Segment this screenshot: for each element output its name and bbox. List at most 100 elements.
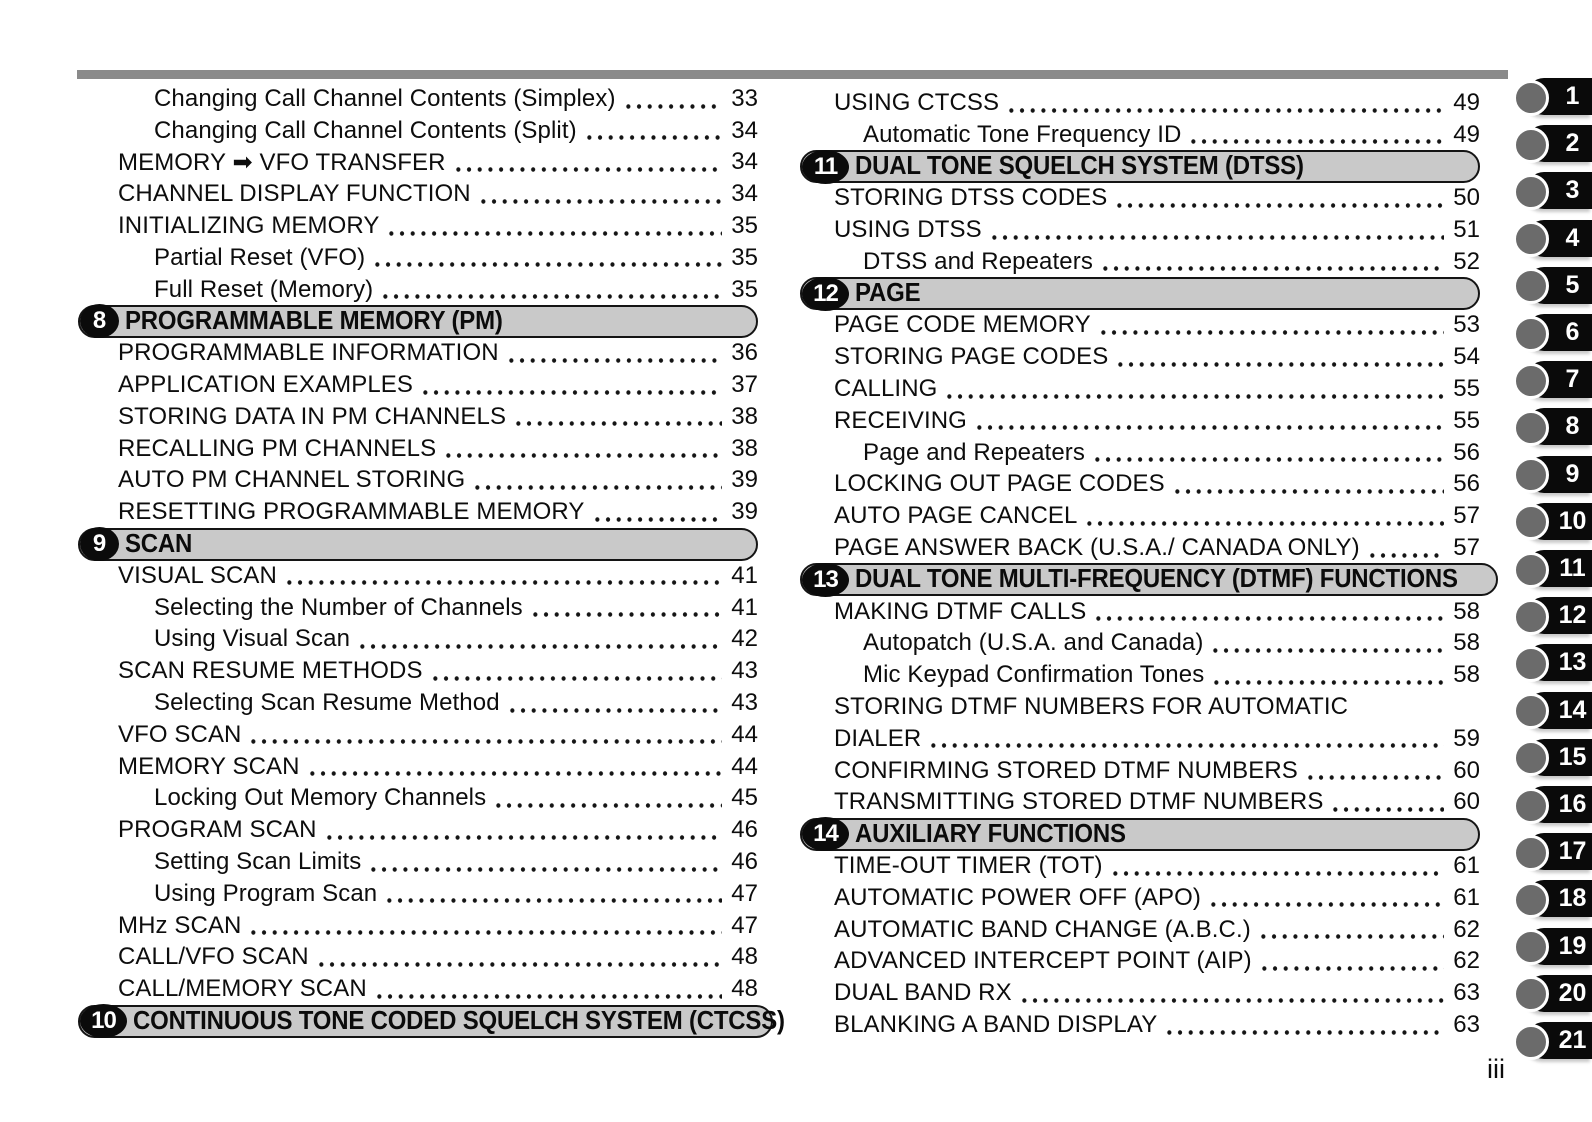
toc-entry[interactable]: ADVANCED INTERCEPT POINT (AIP) 62 <box>834 945 1480 978</box>
chapter-tab[interactable]: 4 <box>1513 219 1592 258</box>
toc-entry[interactable]: STORING DTMF NUMBERS FOR AUTOMATIC <box>834 691 1480 723</box>
toc-entry-label: STORING DTMF NUMBERS FOR AUTOMATIC <box>834 693 1349 721</box>
toc-entry[interactable]: MEMORY ➡ VFO TRANSFER 34 <box>118 146 758 179</box>
toc-entry[interactable]: Page and Repeaters 56 <box>834 436 1480 469</box>
chapter-tab[interactable]: 16 <box>1513 786 1592 824</box>
chapter-tab[interactable]: 10 <box>1513 502 1592 541</box>
toc-entry-page: 39 <box>731 498 758 526</box>
toc-entry[interactable]: Mic Keypad Confirmation Tones 58 <box>834 659 1480 692</box>
toc-entry[interactable]: STORING DTSS CODES 50 <box>834 182 1480 215</box>
tab-hole-icon <box>1513 268 1549 305</box>
toc-entry[interactable]: LOCKING OUT PAGE CODES 56 <box>834 468 1480 501</box>
chapter-tab[interactable]: 6 <box>1513 314 1592 352</box>
dot-leader-icon <box>988 214 1445 246</box>
toc-entry[interactable]: APPLICATION EXAMPLES 37 <box>118 369 758 401</box>
toc-entry[interactable]: Setting Scan Limits 46 <box>118 846 758 878</box>
toc-entry[interactable]: CONFIRMING STORED DTMF NUMBERS 60 <box>834 754 1480 787</box>
toc-entry-label: DTSS and Repeaters <box>863 247 1093 275</box>
toc-entry[interactable]: DUAL BAND RX 63 <box>834 977 1480 1010</box>
toc-entry[interactable]: Using Visual Scan 42 <box>118 623 758 656</box>
toc-entry-label: RECEIVING <box>834 406 967 434</box>
toc-entry[interactable]: PAGE ANSWER BACK (U.S.A./ CANADA ONLY) 57 <box>834 532 1480 564</box>
chapter-tab[interactable]: 8 <box>1513 408 1592 446</box>
toc-entry[interactable]: AUTOMATIC BAND CHANGE (A.B.C.) 62 <box>834 913 1480 946</box>
toc-entry[interactable]: MAKING DTMF CALLS 58 <box>834 595 1480 628</box>
toc-entry[interactable]: DIALER 59 <box>834 722 1480 755</box>
chapter-tab[interactable]: 17 <box>1513 833 1592 871</box>
chapter-tab[interactable]: 19 <box>1513 927 1592 966</box>
chapter-tab-strip: 1 2 3 4 5 6 7 8 9 10 11 12 13 14 15 16 17 18 19 20 21 <box>1513 0 1592 1122</box>
chapter-tab[interactable]: 2 <box>1513 125 1592 163</box>
chapter-tab[interactable]: 14 <box>1513 691 1592 730</box>
toc-entry[interactable]: TIME-OUT TIMER (TOT) 61 <box>834 850 1480 882</box>
tab-hole-icon <box>1513 221 1549 258</box>
chapter-tab[interactable]: 7 <box>1513 361 1592 399</box>
toc-entry[interactable]: INITIALIZING MEMORY 35 <box>118 210 758 242</box>
toc-entry[interactable]: Changing Call Channel Contents (Split) 34 <box>118 114 758 147</box>
toc-entry[interactable]: Autopatch (U.S.A. and Canada) 58 <box>834 627 1480 660</box>
toc-entry[interactable]: Automatic Tone Frequency ID 49 <box>834 118 1480 151</box>
toc-section-header: 13 DUAL TONE MULTI-FREQUENCY (DTMF) FUNCT… <box>800 562 1499 597</box>
toc-entry[interactable]: AUTO PM CHANNEL STORING 39 <box>118 464 758 497</box>
toc-entry[interactable]: BLANKING A BAND DISPLAY 63 <box>834 1009 1480 1041</box>
chapter-tab[interactable]: 5 <box>1513 266 1592 305</box>
toc-entry[interactable]: Full Reset (Memory) 35 <box>118 273 758 306</box>
tab-hole-icon <box>1513 362 1549 399</box>
toc-entry[interactable]: PROGRAM SCAN 46 <box>118 814 758 847</box>
toc-entry[interactable]: MHz SCAN 47 <box>118 909 758 942</box>
chapter-tab[interactable]: 15 <box>1513 738 1592 777</box>
dot-leader-icon <box>944 373 1445 405</box>
toc-entry[interactable]: AUTO PAGE CANCEL 57 <box>834 500 1480 533</box>
toc-entry[interactable]: CALL/MEMORY SCAN 48 <box>118 973 758 1006</box>
toc-section-header: 12 PAGE <box>800 276 1480 311</box>
toc-entry[interactable]: Partial Reset (VFO) 35 <box>118 241 758 274</box>
toc-entry[interactable]: RECALLING PM CHANNELS 38 <box>118 432 758 465</box>
toc-entry-page: 62 <box>1453 947 1480 975</box>
tab-number: 6 <box>1565 318 1580 346</box>
toc-entry[interactable]: CALLING 55 <box>834 373 1480 405</box>
toc-entry[interactable]: CHANNEL DISPLAY FUNCTION 34 <box>118 178 758 211</box>
chapter-tab[interactable]: 9 <box>1513 455 1592 494</box>
tab-hole-icon <box>1513 976 1549 1013</box>
toc-entry[interactable]: VFO SCAN 44 <box>118 718 758 751</box>
toc-entry-page: 47 <box>731 879 758 907</box>
toc-entry[interactable]: USING CTCSS 49 <box>834 87 1480 119</box>
toc-entry[interactable]: Using Program Scan 47 <box>118 877 758 910</box>
tab-number: 16 <box>1558 790 1587 818</box>
toc-entry[interactable]: PAGE CODE MEMORY 53 <box>834 309 1480 342</box>
toc-entry-label: MEMORY SCAN <box>118 752 300 780</box>
toc-entry[interactable]: STORING PAGE CODES 54 <box>834 341 1480 374</box>
chapter-tab[interactable]: 18 <box>1513 880 1592 918</box>
toc-entry[interactable]: AUTOMATIC POWER OFF (APO) 61 <box>834 881 1480 914</box>
chapter-tab[interactable]: 20 <box>1513 974 1592 1013</box>
toc-entry[interactable]: MEMORY SCAN 44 <box>118 750 758 783</box>
toc-entry[interactable]: PROGRAMMABLE INFORMATION 36 <box>118 337 758 370</box>
chapter-tab[interactable]: 12 <box>1513 597 1592 635</box>
toc-entry[interactable]: Selecting the Number of Channels 41 <box>118 591 758 624</box>
chapter-tab[interactable]: 13 <box>1513 644 1592 682</box>
toc-entry-page: 50 <box>1453 184 1480 212</box>
tab-hole-icon <box>1513 315 1549 352</box>
toc-entry-page: 39 <box>731 466 758 494</box>
toc-entry[interactable]: Changing Call Channel Contents (Simplex)… <box>118 83 758 115</box>
toc-entry[interactable]: RECEIVING 55 <box>834 404 1480 437</box>
toc-entry[interactable]: Selecting Scan Resume Method 43 <box>118 687 758 719</box>
toc-entry[interactable]: CALL/VFO SCAN 48 <box>118 941 758 974</box>
toc-entry[interactable]: STORING DATA IN PM CHANNELS 38 <box>118 400 758 433</box>
chapter-tab[interactable]: 3 <box>1513 172 1592 210</box>
chapter-tab[interactable]: 11 <box>1513 550 1592 588</box>
toc-entry-page: 61 <box>1453 883 1480 911</box>
toc-entry[interactable]: Locking Out Memory Channels 45 <box>118 782 758 815</box>
toc-entry[interactable]: DTSS and Repeaters 52 <box>834 245 1480 278</box>
toc-entry-label: CHANNEL DISPLAY FUNCTION <box>118 180 471 208</box>
dot-leader-icon <box>591 496 723 529</box>
chapter-tab[interactable]: 21 <box>1513 1022 1592 1060</box>
toc-entry[interactable]: VISUAL SCAN 41 <box>118 559 758 592</box>
toc-entry[interactable]: TRANSMITTING STORED DTMF NUMBERS 60 <box>834 786 1480 819</box>
section-header-bar: 13 DUAL TONE MULTI-FREQUENCY (DTMF) FUNCT… <box>800 562 1499 597</box>
toc-entry[interactable]: USING DTSS 51 <box>834 214 1480 246</box>
toc-entry-page: 48 <box>731 943 758 971</box>
chapter-tab[interactable]: 1 <box>1513 78 1592 116</box>
toc-entry[interactable]: RESETTING PROGRAMMABLE MEMORY 39 <box>118 496 758 529</box>
toc-entry[interactable]: SCAN RESUME METHODS 43 <box>118 655 758 688</box>
